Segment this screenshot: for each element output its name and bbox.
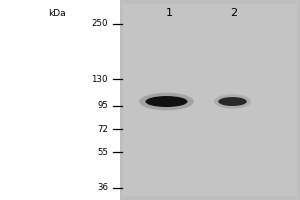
Text: 55: 55 xyxy=(97,148,108,157)
Text: 130: 130 xyxy=(92,75,108,84)
Text: 72: 72 xyxy=(97,125,108,134)
FancyBboxPatch shape xyxy=(120,0,300,200)
FancyBboxPatch shape xyxy=(123,4,297,196)
Text: 36: 36 xyxy=(97,184,108,192)
Text: 95: 95 xyxy=(97,101,108,110)
Ellipse shape xyxy=(146,96,188,107)
Ellipse shape xyxy=(218,97,247,106)
Text: 2: 2 xyxy=(230,8,238,18)
Ellipse shape xyxy=(214,94,251,109)
Ellipse shape xyxy=(139,93,194,110)
Text: 1: 1 xyxy=(166,8,173,18)
Text: kDa: kDa xyxy=(48,8,66,18)
Text: 250: 250 xyxy=(92,19,108,28)
